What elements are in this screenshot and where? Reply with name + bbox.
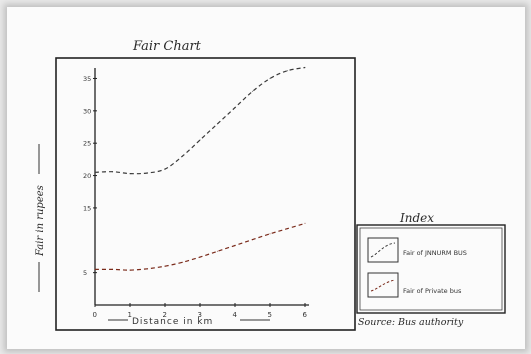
y-tick-label-2: 20	[83, 172, 91, 180]
series-1-point-6	[199, 139, 201, 141]
x-tick-label-0: 0	[93, 311, 97, 319]
series-1-point-12	[304, 66, 306, 69]
series-line-2	[94, 222, 306, 271]
y-tick-label-0: 5	[83, 269, 87, 277]
y-tick-label-1: 15	[83, 204, 91, 212]
series-1-point-3	[146, 172, 149, 174]
series-2-point-10	[269, 233, 271, 235]
series-2-point-8	[234, 244, 236, 247]
chart-sheet	[7, 7, 525, 349]
legend: Index Fair of JNNURM BUS Fair of Private…	[356, 211, 506, 328]
series-2-point-1	[111, 268, 114, 270]
series-1-point-2	[129, 173, 131, 175]
series-2-point-11	[286, 228, 289, 230]
legend-label-2: Fair of Private bus	[403, 287, 462, 295]
x-tick-label-4: 4	[233, 311, 238, 319]
x-tick-label-5: 5	[268, 311, 272, 319]
legend-swatch-line-1	[370, 242, 396, 258]
chart-source: Source: Bus authority	[358, 317, 464, 328]
y-tick-label-4: 30	[83, 107, 91, 115]
x-tick-label-6: 6	[303, 311, 308, 319]
series-2-point-7	[216, 250, 219, 252]
chart-title: Fair Chart	[132, 39, 202, 54]
series-1-point-9	[251, 90, 254, 92]
series-2-point-0	[94, 268, 96, 270]
series-2-point-6	[199, 256, 201, 258]
series-1-point-8	[234, 107, 236, 109]
y-axis-label-group: Fair in rupees	[35, 144, 46, 292]
series-1-point-10	[269, 77, 271, 80]
legend-label-1: Fair of JNNURM BUS	[403, 249, 467, 257]
plot-area: 0 1 2 3 4 5 6 5 15 20 25 30 35	[83, 66, 309, 319]
chart-frame	[55, 57, 356, 331]
y-tick-label-3: 25	[83, 140, 91, 148]
series-2-point-9	[251, 239, 254, 241]
series-1-point-4	[164, 168, 166, 170]
legend-swatch-box-1	[367, 237, 399, 263]
legend-inner-frame	[359, 227, 503, 311]
x-axis-label: Distance in km	[132, 317, 213, 327]
x-tick-label-3: 3	[198, 311, 202, 319]
series-2-point-5	[181, 261, 184, 263]
legend-frame	[356, 224, 506, 314]
series-2-point-3	[146, 268, 149, 270]
series-1-point-5	[181, 155, 184, 157]
legend-title: Index	[399, 211, 434, 225]
legend-swatch-box-2	[367, 272, 399, 298]
series-1-point-7	[216, 123, 219, 125]
legend-swatch-line-2	[370, 279, 396, 292]
series-2-point-4	[164, 265, 166, 267]
y-axis-label: Fair in rupees	[35, 185, 46, 257]
series-line-1	[94, 66, 306, 175]
series-2-point-2	[129, 269, 131, 271]
series-2-point-12	[304, 222, 306, 224]
x-tick-label-2: 2	[163, 311, 167, 319]
y-tick-label-5: 35	[83, 75, 91, 83]
series-1-point-11	[286, 70, 289, 72]
x-tick-label-1: 1	[128, 311, 132, 319]
series-1-point-0	[94, 171, 96, 173]
series-1-point-1	[111, 171, 114, 173]
